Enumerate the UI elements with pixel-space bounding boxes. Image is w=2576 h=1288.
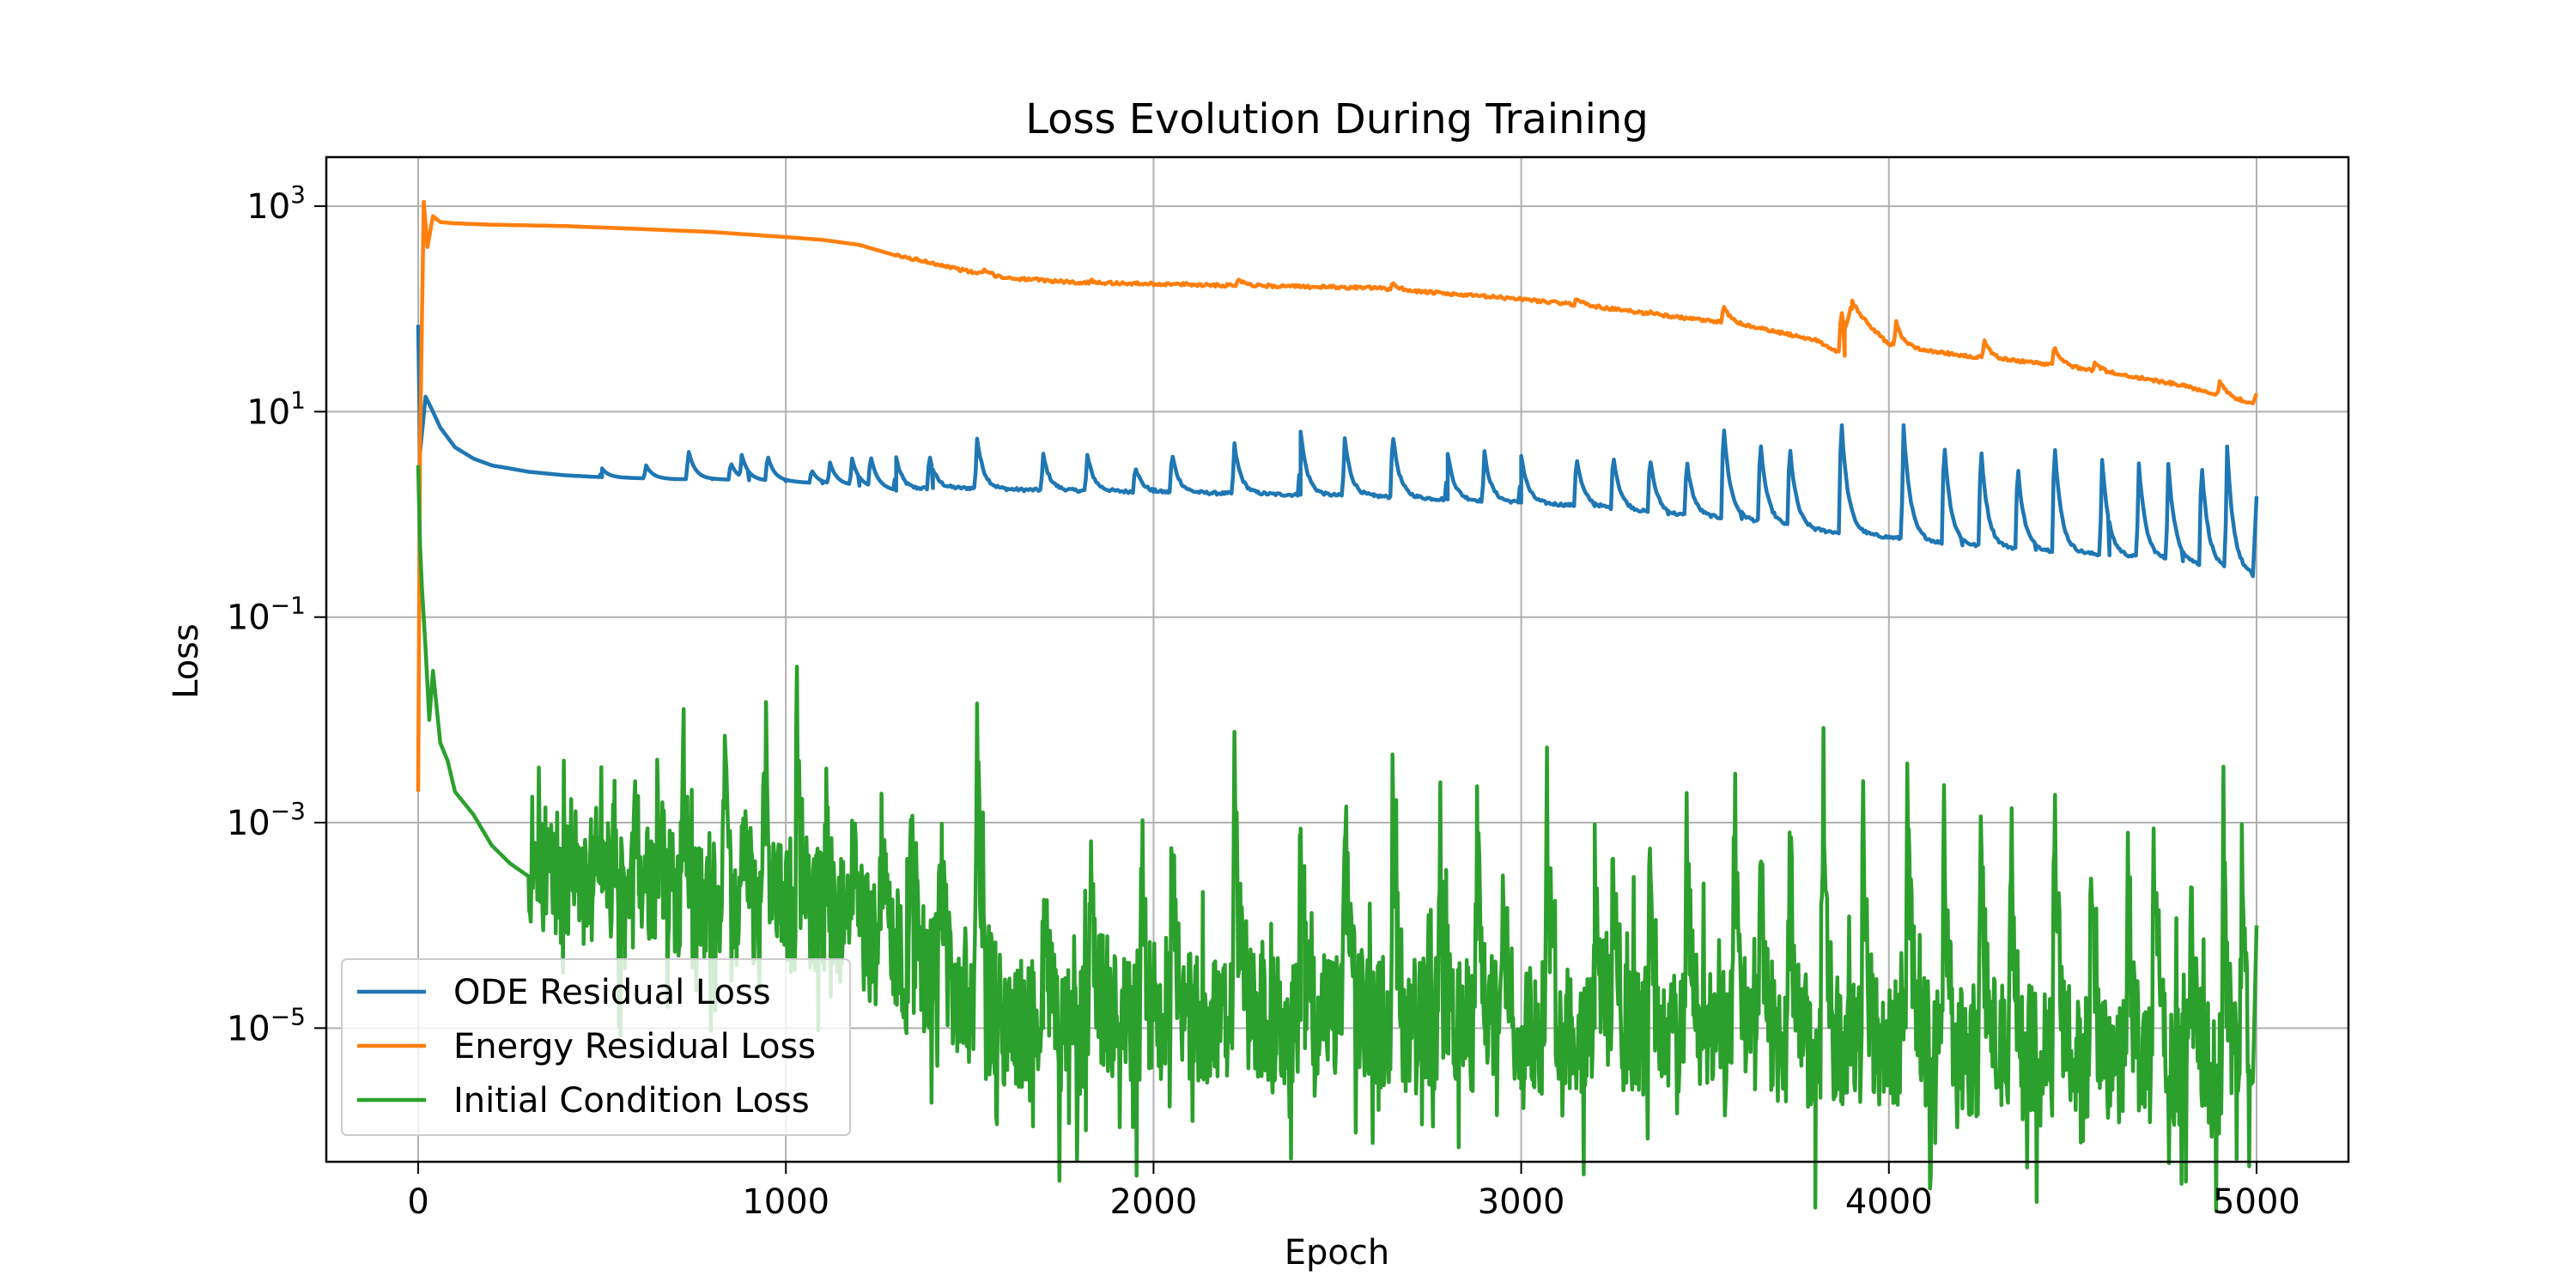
plot-area-frame [325, 155, 2350, 1163]
x-tick-label: 3000 [1478, 1182, 1565, 1222]
legend: ODE Residual Loss Energy Residual Loss Ini… [341, 958, 851, 1136]
series-lines [416, 199, 2259, 1213]
y-tick-label: 10−5 [227, 1002, 306, 1048]
x-axis-label: Epoch [1285, 1233, 1389, 1273]
legend-box [341, 958, 851, 1136]
y-axis-ticks: 10−5 10−3 10−1 101 103 [227, 180, 326, 1048]
x-axis-ticks: 0 1000 2000 3000 4000 5000 [407, 1162, 2300, 1222]
series-line-0 [416, 325, 2259, 579]
legend-label: Energy Residual Loss [453, 1027, 816, 1066]
chart-title: Loss Evolution During Training [1025, 95, 1649, 143]
legend-label: ODE Residual Loss [453, 973, 771, 1012]
x-tick-label: 4000 [1845, 1182, 1933, 1222]
series-line-1 [416, 199, 2259, 793]
x-tick-label: 5000 [2213, 1182, 2300, 1222]
x-tick-label: 0 [407, 1182, 428, 1222]
legend-label: Initial Condition Loss [453, 1081, 810, 1121]
x-tick-label: 1000 [742, 1182, 829, 1222]
y-axis-label: Loss [167, 623, 206, 699]
x-tick-label: 2000 [1110, 1182, 1198, 1222]
y-tick-label: 103 [246, 180, 306, 227]
y-tick-label: 10−3 [227, 797, 306, 843]
series-line-2 [416, 465, 2259, 1213]
y-tick-label: 10−1 [227, 592, 306, 638]
y-tick-label: 101 [246, 386, 306, 432]
